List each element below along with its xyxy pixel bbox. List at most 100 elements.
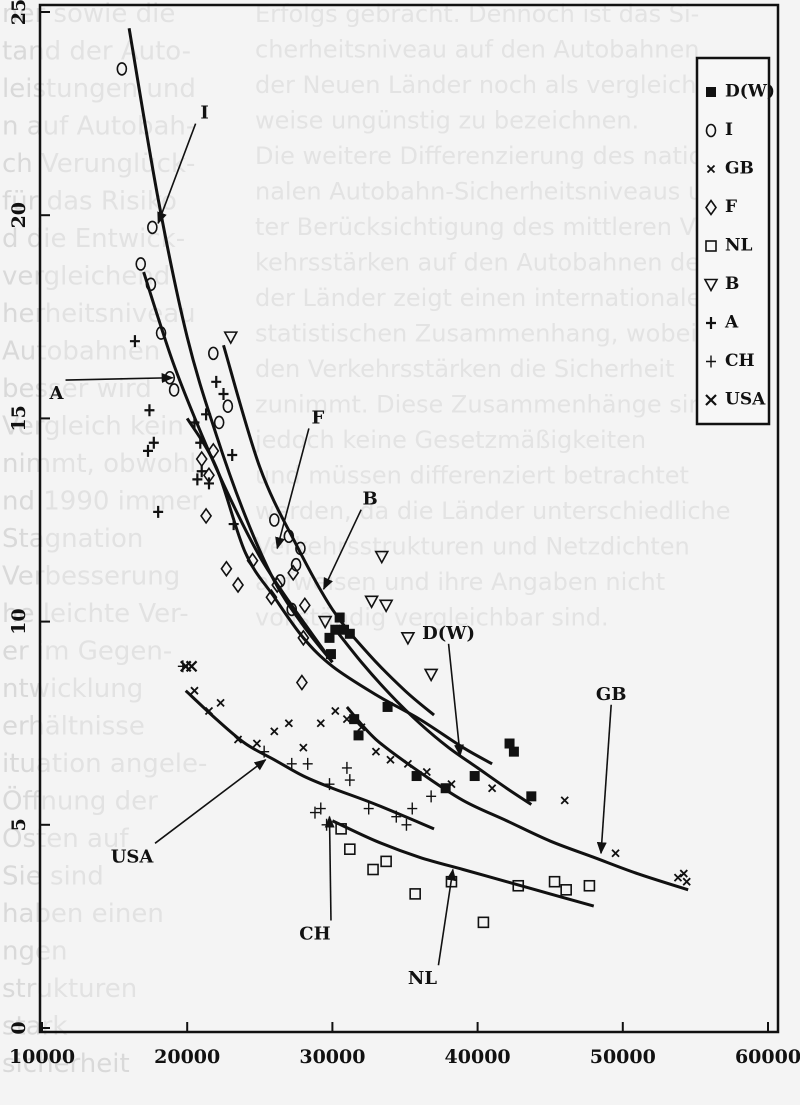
background-text-line: Öffnung der (2, 785, 158, 817)
data-point-ch (324, 778, 335, 791)
legend-marker (703, 278, 719, 293)
data-point-a (195, 436, 206, 449)
fitted-curve-f (185, 417, 493, 766)
data-point-gb (216, 698, 225, 708)
data-point-gb (682, 877, 691, 886)
data-point-dw (440, 783, 451, 794)
background-text-line: Die weitere Differenzierung des natio- (255, 142, 712, 170)
data-point-ch (309, 806, 320, 819)
data-point-f (207, 442, 220, 460)
data-point-a (148, 436, 159, 449)
data-point-dw (504, 738, 515, 749)
background-text-line: Sie sind (2, 862, 104, 892)
y-tick-label: 25 (8, 0, 30, 25)
data-point-nl (380, 855, 392, 868)
data-point-a (203, 477, 214, 490)
background-text-line: leistungen und (2, 74, 196, 104)
background-text-line: sicherheit (2, 1049, 130, 1079)
data-point-a (218, 388, 229, 401)
data-point-dw (526, 791, 537, 802)
data-point-a (192, 473, 203, 486)
data-point-f (297, 629, 310, 647)
legend-marker (705, 123, 717, 138)
data-point-i (135, 257, 147, 271)
data-point-nl (583, 879, 596, 892)
callout-label: I (200, 103, 208, 124)
data-point-f (265, 588, 278, 606)
callout-arrow (437, 868, 457, 966)
x-tick-label: 20000 (154, 1046, 220, 1068)
data-point-a (201, 408, 212, 421)
background-text-line: n auf Autobah- (2, 112, 195, 142)
legend-marker (706, 355, 716, 368)
callout-label: F (311, 407, 324, 428)
data-point-i (155, 326, 167, 340)
background-text-line: d die Entwick- (2, 224, 185, 254)
data-point-dw (334, 612, 345, 623)
data-point-a (227, 448, 238, 461)
background-text-line: Verkehrsstrukturen und Netzdichten (255, 533, 690, 561)
data-point-gb (673, 873, 683, 882)
callout-label: A (49, 383, 65, 404)
data-point-a (144, 404, 155, 417)
data-point-ch (286, 757, 297, 770)
legend-entry-label: USA (725, 390, 766, 410)
legend-marker (705, 394, 717, 406)
data-point-a (211, 375, 222, 388)
data-point-f (246, 552, 259, 570)
legend-entry-label: A (724, 313, 739, 333)
data-point-gb (299, 743, 308, 752)
data-point-nl (548, 875, 561, 888)
data-point-nl (335, 823, 347, 835)
data-point-f (220, 560, 233, 578)
legend-entry-label: GB (725, 159, 754, 179)
background-text-line: herheitsniveau (2, 299, 196, 329)
data-point-ch (391, 810, 402, 823)
y-tick-label: 20 (8, 202, 30, 228)
data-points (116, 62, 691, 929)
callout-arrow (447, 643, 465, 757)
data-point-a (129, 335, 140, 348)
background-text-line: erhältnisse (2, 712, 145, 742)
data-point-a (228, 518, 239, 531)
x-tick-label: 30000 (299, 1046, 365, 1068)
data-point-nl (367, 863, 379, 876)
background-text-line: ch Verunglück- (2, 149, 195, 179)
fitted-curve-usa (184, 689, 435, 831)
fitted-curve-i (127, 28, 334, 664)
legend-marker (705, 199, 717, 216)
x-tick-label: 60000 (735, 1046, 800, 1068)
background-text-line: ter Berücksichtigung des mittleren Ver- (255, 213, 726, 241)
background-text-line: werden, da die Länder unterschiedliche (255, 497, 731, 525)
data-point-nl (409, 888, 421, 900)
legend-entry-label: CH (725, 351, 755, 371)
data-point-nl (560, 884, 572, 896)
data-point-nl (344, 843, 356, 855)
data-point-a (142, 444, 153, 457)
data-point-ch (302, 757, 313, 770)
data-point-i (286, 602, 298, 617)
data-point-dw (382, 701, 393, 712)
background-text-line: weise ungünstig zu bezeichnen. (255, 107, 639, 135)
legend-entry-label: F (725, 197, 737, 217)
data-point-dw (339, 624, 350, 635)
background-text-line: und müssen differenziert betrachtet (255, 462, 689, 490)
data-point-ch (363, 802, 374, 815)
callout-arrow (596, 704, 612, 855)
data-point-gb (422, 767, 431, 777)
background-text-line: haben einen (2, 899, 164, 929)
background-text-line: er im Gegen- (2, 637, 172, 667)
background-text-line: ngen (2, 937, 67, 967)
background-text-line: ntwicklung (2, 674, 143, 704)
data-point-gb (284, 719, 293, 728)
data-point-f (298, 596, 311, 614)
fitted-curve-dw (331, 624, 533, 806)
data-point-gb (679, 869, 688, 878)
data-point-nl (512, 879, 525, 892)
callout-label: D(W) (422, 623, 475, 644)
background-page-text: ner sowie dietand der Auto-leistungen un… (2, 0, 731, 1079)
axis-ticks: 10000 20000 30000 40000 50000 60000 0 5 10 15 20 25 (8, 0, 800, 1068)
data-point-usa (185, 660, 198, 673)
data-point-i (283, 529, 295, 544)
data-point-i (145, 277, 157, 292)
